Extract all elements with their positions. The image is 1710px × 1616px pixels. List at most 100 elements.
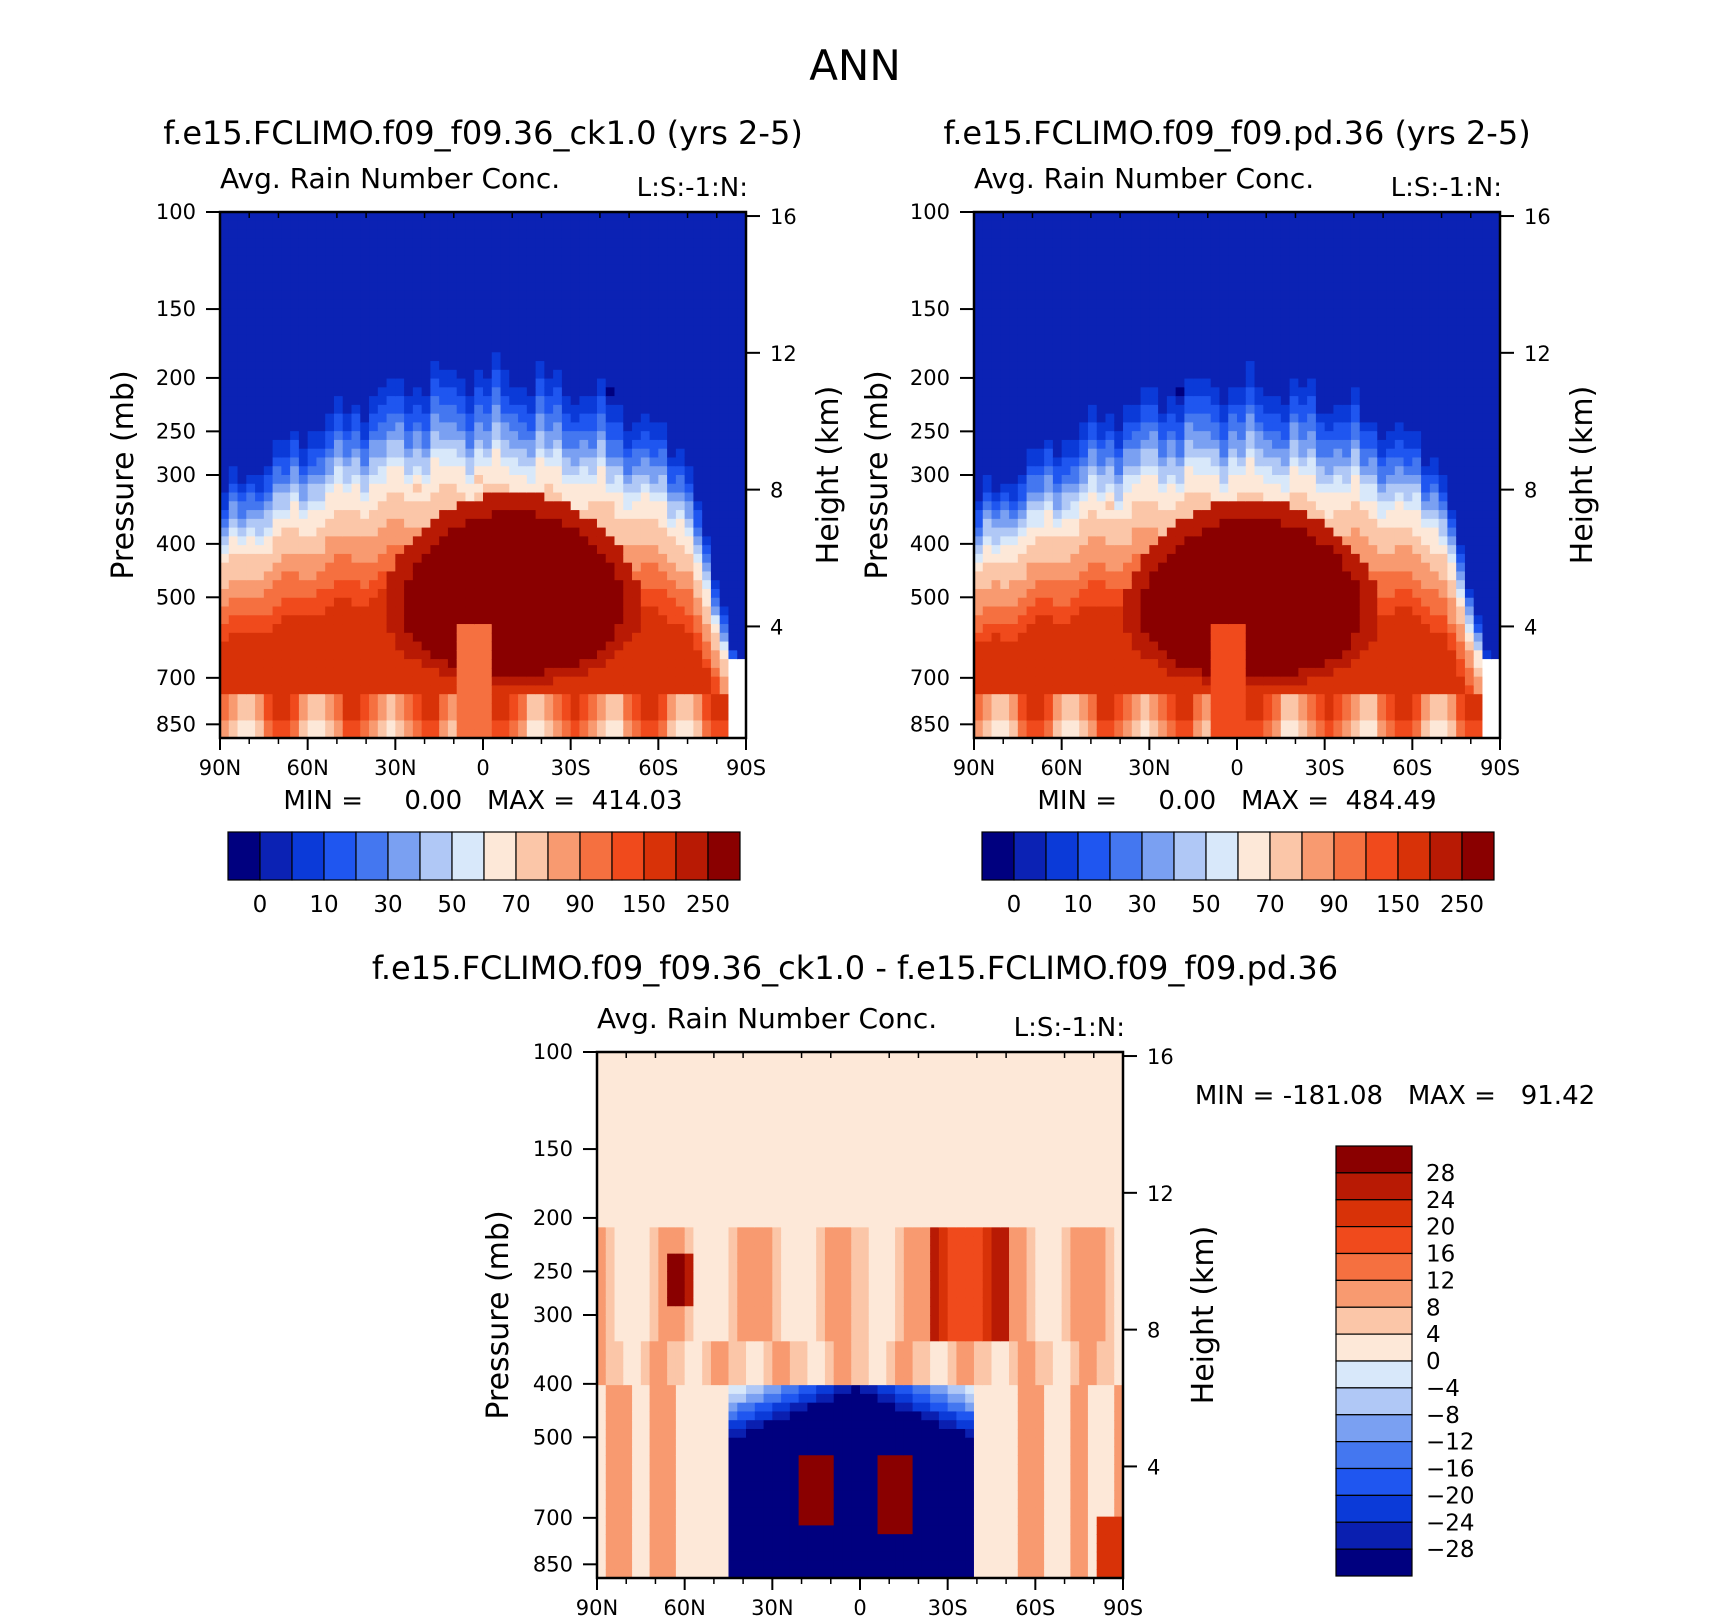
contour-cell <box>421 729 431 738</box>
contour-cell <box>281 308 291 318</box>
contour-cell <box>614 290 624 301</box>
contour-cell <box>596 536 607 546</box>
contour-cell <box>1087 378 1098 388</box>
contour-cell <box>1061 369 1072 380</box>
contour-cell <box>360 325 370 336</box>
contour-cell <box>1026 518 1036 529</box>
contour-cell <box>272 422 282 432</box>
contour-cell <box>1149 361 1159 371</box>
contour-cell <box>588 439 598 450</box>
contour-cell <box>991 238 1001 248</box>
contour-cell <box>553 685 563 695</box>
contour-cell <box>333 247 344 257</box>
contour-cell <box>307 702 318 713</box>
contour-cell <box>237 255 247 266</box>
contour-cell <box>404 588 414 599</box>
contour-cell <box>281 483 291 494</box>
contour-cell <box>1044 299 1054 310</box>
contour-cell <box>728 457 738 467</box>
contour-cell <box>386 282 396 292</box>
contour-cell <box>1026 290 1036 301</box>
contour-cell <box>737 255 746 266</box>
contour-cell <box>439 527 449 537</box>
contour-cell <box>684 413 694 423</box>
contour-cell <box>272 676 282 686</box>
contour-cell <box>325 615 335 625</box>
contour-cell <box>982 501 993 511</box>
contour-cell <box>307 378 318 388</box>
contour-cell <box>649 448 659 459</box>
contour-cell <box>570 606 581 616</box>
contour-cell <box>220 553 230 564</box>
contour-cell <box>991 255 1001 266</box>
contour-cell <box>982 282 993 292</box>
contour-cell <box>658 641 668 651</box>
contour-cell <box>1017 624 1028 634</box>
contour-cell <box>351 422 361 432</box>
contour-cell <box>518 247 528 257</box>
contour-cell <box>246 632 256 643</box>
contour-cell <box>1158 466 1168 476</box>
contour-cell <box>228 299 239 310</box>
contour-cell <box>710 352 721 362</box>
contour-cell <box>491 413 502 423</box>
contour-cell <box>439 676 449 686</box>
contour-cell <box>272 361 282 371</box>
contour-cell <box>991 588 1001 599</box>
contour-cell <box>228 457 239 467</box>
contour-cell <box>325 431 335 441</box>
contour-cell <box>386 255 396 266</box>
contour-cell <box>228 676 239 686</box>
contour-cell <box>1087 676 1098 686</box>
contour-cell <box>518 606 528 616</box>
contour-cell <box>658 632 668 643</box>
contour-cell <box>1026 282 1036 292</box>
contour-cell <box>518 413 528 423</box>
contour-cell <box>974 439 984 450</box>
contour-cell <box>307 694 318 704</box>
contour-cell <box>307 650 318 660</box>
contour-cell <box>702 255 712 266</box>
contour-cell <box>342 457 353 467</box>
contour-cell <box>1000 325 1010 336</box>
contour-cell <box>640 615 651 625</box>
contour-cell <box>1026 325 1036 336</box>
contour-cell <box>526 492 537 502</box>
contour-cell <box>518 694 528 704</box>
contour-cell <box>623 659 633 669</box>
contour-cell <box>298 396 309 406</box>
contour-cell <box>570 273 581 283</box>
contour-cell <box>553 247 563 257</box>
contour-cell <box>518 396 528 406</box>
contour-cell <box>1105 676 1115 686</box>
contour-cell <box>518 466 528 476</box>
contour-cell <box>1123 352 1133 362</box>
contour-cell <box>974 615 984 625</box>
contour-cell <box>632 483 642 494</box>
contour-cell <box>465 667 475 678</box>
contour-cell <box>246 729 256 738</box>
contour-cell <box>395 343 405 353</box>
contour-cell <box>421 378 431 388</box>
contour-cell <box>456 729 467 738</box>
contour-cell <box>570 387 581 397</box>
contour-cell <box>386 448 396 459</box>
contour-cell <box>290 597 300 608</box>
contour-cell <box>1123 694 1133 704</box>
contour-cell <box>360 369 370 380</box>
contour-cell <box>1017 378 1028 388</box>
contour-cell <box>509 466 519 476</box>
contour-cell <box>553 299 563 310</box>
contour-cell <box>588 457 598 467</box>
contour-cell <box>1026 571 1036 581</box>
contour-cell <box>693 527 703 537</box>
latitude-tick-label: 60N <box>286 756 328 780</box>
contour-cell <box>1009 325 1019 336</box>
contour-cell <box>728 492 738 502</box>
contour-cell <box>290 475 300 485</box>
contour-cell <box>596 501 607 511</box>
contour-cell <box>255 501 265 511</box>
contour-cell <box>1079 685 1089 695</box>
contour-cell <box>710 396 721 406</box>
contour-cell <box>605 387 616 397</box>
